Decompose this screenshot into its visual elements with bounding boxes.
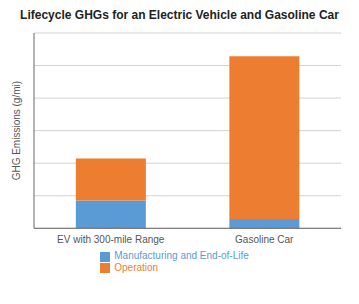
svg-text:GHG Emissions (g/mi): GHG Emissions (g/mi) xyxy=(11,81,22,180)
html-text:Manufacturing and End-of-Life: Manufacturing and End-of-Life xyxy=(114,250,249,262)
svg-text:Gasoline Car: Gasoline Car xyxy=(235,234,294,245)
html-text:Lifecycle GHGs for an Electric: Lifecycle GHGs for an Electric Vehicle a… xyxy=(20,8,339,22)
svg-text:EV with 300-mile Range: EV with 300-mile Range xyxy=(57,234,165,245)
html-text:Operation: Operation xyxy=(114,261,159,273)
